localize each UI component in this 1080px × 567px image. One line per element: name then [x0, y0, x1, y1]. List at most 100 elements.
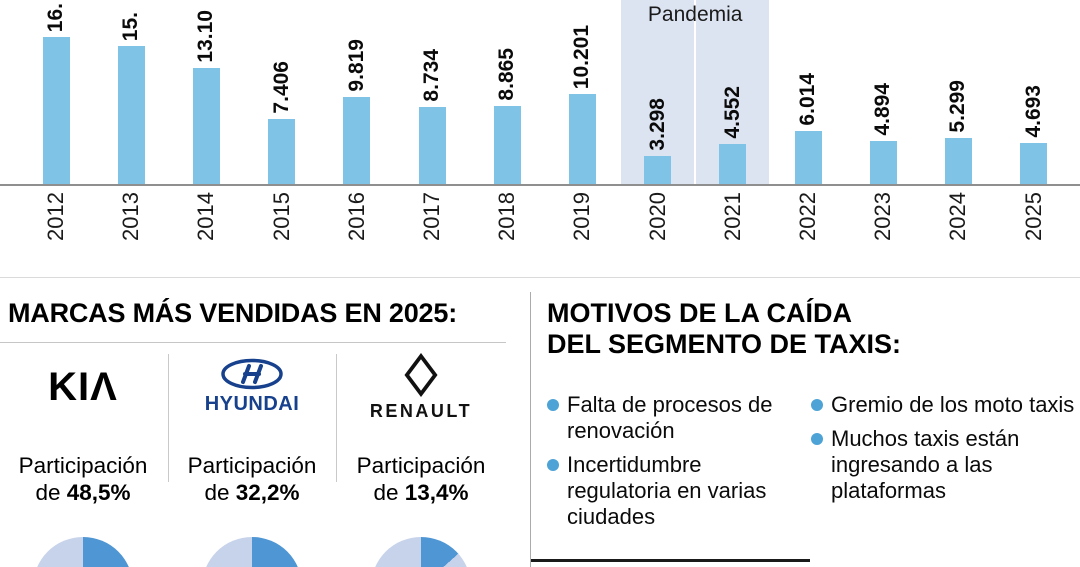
reason-text: Incertidumbre regulatoria en varias ciud…	[567, 452, 767, 529]
reasons-section: MOTIVOS DE LA CAÍDA DEL SEGMENTO DE TAXI…	[530, 292, 1080, 567]
reason-item: Muchos taxis están ingresando a las plat…	[811, 426, 1080, 504]
x-axis-label: 2014	[193, 192, 219, 241]
bar-2024	[944, 138, 972, 185]
reason-item: Falta de procesos de renovación	[547, 392, 805, 444]
bar-2014	[192, 68, 220, 185]
hyundai-logo: HYUNDAI	[170, 350, 334, 424]
bar-2015	[268, 119, 296, 185]
reasons-heading-line2: DEL SEGMENTO DE TAXIS:	[547, 329, 902, 359]
bottom-divider	[531, 559, 810, 562]
hyundai-oval-h-icon	[221, 358, 283, 390]
participation-share: de 48,5%	[35, 480, 131, 505]
bullet-icon	[547, 399, 559, 411]
renault-diamond-icon	[404, 352, 438, 397]
reason-item: Incertidumbre regulatoria en varias ciud…	[547, 452, 805, 530]
participation-block: Participación de 48,5%	[0, 452, 166, 506]
bar-value-label: 4.552	[720, 86, 744, 139]
bar-value-label: 7.406	[269, 61, 293, 114]
bar-2022	[794, 131, 822, 185]
bar-2013	[117, 46, 145, 185]
brand-hyundai: HYUNDAI Participación de 32,2%	[170, 350, 334, 567]
taxi-sales-bar-chart: Pandemia 16. 2012 15. 2013 13.10 2014 7.406 2015…	[0, 0, 1080, 255]
bar-2019	[568, 94, 596, 185]
reasons-column-1: Falta de procesos de renovación Incertidu…	[547, 392, 805, 538]
participation-block: Participación de 32,2%	[170, 452, 334, 506]
bar-value-label: 15.	[119, 11, 143, 41]
kia-share-pie-chart	[33, 537, 133, 567]
column-divider	[168, 354, 169, 482]
bar-value-label: 8.865	[495, 48, 519, 101]
x-axis-label: 2015	[268, 192, 294, 241]
bar-2012	[42, 37, 70, 185]
pandemic-highlight	[620, 0, 694, 185]
participation-share: de 13,4%	[373, 480, 469, 505]
participation-label: Participación	[187, 453, 317, 478]
renault-logo: RENAULT	[338, 350, 504, 424]
bar-value-label: 6.014	[796, 73, 819, 126]
bar-value-label: 16.	[44, 2, 67, 32]
brands-heading: MARCAS MÁS VENDIDAS EN 2025:	[8, 298, 457, 328]
brands-heading-rule	[0, 342, 506, 343]
bar-2020	[644, 156, 672, 185]
share-percent: 13,4%	[404, 480, 469, 505]
participation-share: de 32,2%	[204, 480, 300, 505]
reason-text: Gremio de los moto taxis	[831, 392, 1075, 417]
reasons-column-2: Gremio de los moto taxis Muchos taxis est…	[811, 392, 1080, 538]
x-axis-label: 2012	[43, 192, 68, 241]
participation-label: Participación	[18, 453, 148, 478]
bullet-icon	[547, 459, 559, 471]
bar-value-label: 13.10	[194, 10, 218, 63]
hyundai-share-pie-chart	[202, 537, 302, 567]
bar-2018	[493, 106, 521, 185]
column-divider	[336, 354, 337, 482]
brand-renault: RENAULT Participación de 13,4%	[338, 350, 504, 567]
bar-2021	[719, 144, 747, 185]
reason-item: Gremio de los moto taxis	[811, 392, 1080, 418]
brands-section: MARCAS MÁS VENDIDAS EN 2025: KIΛ Particip…	[0, 292, 516, 567]
x-axis-label: 2013	[118, 192, 144, 241]
hyundai-wordmark: HYUNDAI	[204, 393, 300, 415]
reasons-heading: MOTIVOS DE LA CAÍDA DEL SEGMENTO DE TAXI…	[547, 298, 1080, 360]
participation-label: Participación	[356, 453, 486, 478]
bar-value-label: 5.299	[946, 80, 970, 133]
section-divider	[0, 277, 1080, 278]
x-axis-label: 2018	[494, 192, 520, 241]
bar-value-label: 3.298	[645, 98, 669, 151]
bar-value-label: 4.894	[871, 83, 895, 136]
x-axis-label: 2021	[719, 192, 745, 241]
renault-wordmark: RENAULT	[369, 400, 473, 421]
brand-columns: KIΛ Participación de 48,5% HYUNDAI Participa…	[0, 350, 506, 567]
bar-value-label: 8.734	[420, 49, 443, 102]
x-axis-label: 2024	[945, 192, 971, 241]
bar-2023	[869, 141, 897, 185]
bar-2025	[1020, 143, 1048, 185]
reason-text: Muchos taxis están ingresando a las plat…	[831, 426, 1020, 503]
x-axis-label: 2017	[419, 192, 444, 241]
share-percent: 48,5%	[66, 480, 131, 505]
x-axis-label: 2025	[1020, 192, 1046, 241]
bullet-icon	[811, 399, 823, 411]
reason-text: Falta de procesos de renovación	[567, 392, 773, 443]
kia-logo: KIΛ	[0, 350, 166, 424]
share-percent: 32,2%	[235, 480, 300, 505]
reasons-heading-line1: MOTIVOS DE LA CAÍDA	[547, 298, 853, 328]
bar-2016	[343, 97, 371, 185]
x-axis-label: 2019	[569, 192, 595, 241]
bar-2017	[418, 107, 446, 185]
bullet-icon	[811, 433, 823, 445]
participation-block: Participación de 13,4%	[338, 452, 504, 506]
pandemic-annotation-label: Pandemia	[647, 3, 743, 26]
reasons-columns: Falta de procesos de renovación Incertidu…	[547, 392, 1080, 538]
bar-value-label: 10.201	[570, 24, 594, 89]
x-axis-label: 2020	[644, 192, 670, 241]
x-axis-label: 2016	[343, 192, 369, 241]
renault-share-pie-chart	[371, 537, 471, 567]
x-axis-line	[0, 184, 1080, 186]
bar-value-label: 4.693	[1021, 85, 1045, 138]
bar-value-label: 9.819	[344, 39, 368, 92]
x-axis-label: 2022	[795, 192, 820, 241]
kia-logo: KIΛ	[48, 364, 118, 409]
brand-kia: KIΛ Participación de 48,5%	[0, 350, 166, 567]
x-axis-label: 2023	[870, 192, 896, 241]
